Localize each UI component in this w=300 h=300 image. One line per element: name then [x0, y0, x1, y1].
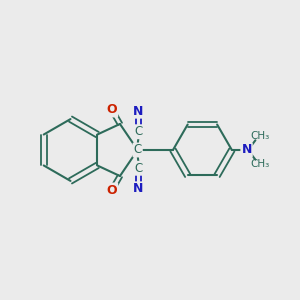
Text: N: N [242, 143, 252, 157]
Text: O: O [106, 103, 117, 116]
Text: C: C [134, 125, 142, 138]
Text: N: N [133, 182, 144, 195]
Text: N: N [133, 105, 144, 118]
Text: C: C [134, 143, 142, 157]
Text: C: C [134, 162, 142, 175]
Text: CH₃: CH₃ [251, 131, 270, 141]
Text: CH₃: CH₃ [251, 159, 270, 169]
Text: O: O [106, 184, 117, 196]
